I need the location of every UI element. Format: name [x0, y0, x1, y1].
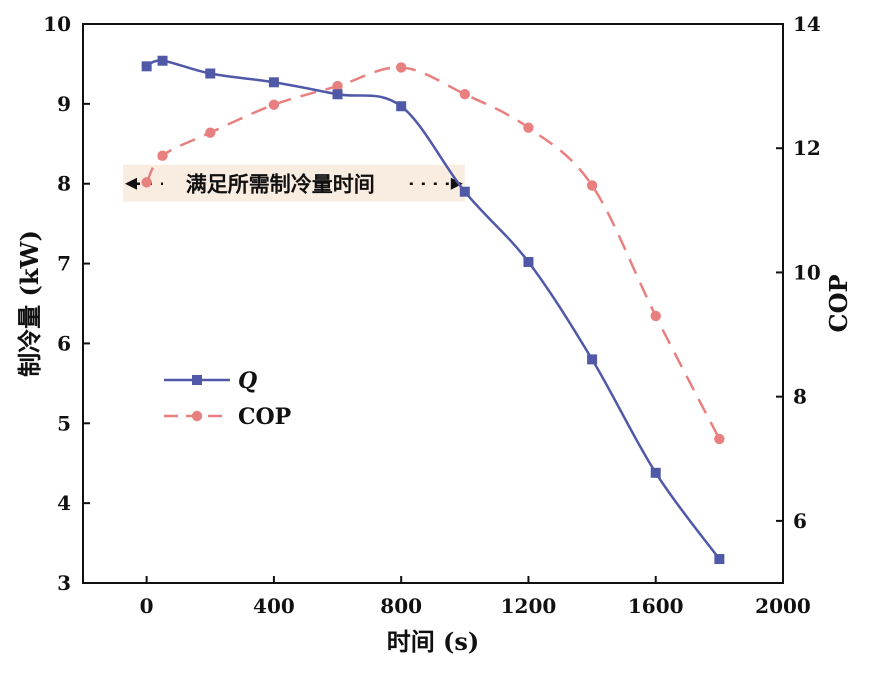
series-q	[141, 55, 725, 565]
legend-cop: COP	[164, 404, 291, 430]
series-cop-point	[650, 310, 661, 322]
annotation-text: 满足所需制冷量时间	[186, 172, 375, 197]
legend-cop-label: COP	[238, 404, 291, 430]
series-cop-point	[459, 88, 471, 100]
legend-q: Q	[164, 368, 257, 394]
series-cop	[141, 62, 725, 445]
series-q-point	[459, 186, 470, 197]
x-tick-label: 1200	[501, 594, 557, 618]
ticks-layer: 0 400 800 1200 1600 2000 3 4 5 6 7 8 9 10 6 8 10 12 14	[43, 12, 821, 618]
left-y-tick-label: 9	[57, 92, 71, 116]
series-q-line	[146, 59, 721, 560]
left-y-axis-title: 制冷量 (kW)	[15, 230, 44, 377]
right-y-tick-label: 10	[793, 260, 821, 284]
series-q-point	[587, 354, 598, 365]
plot-frame	[82, 23, 784, 584]
series-q-point	[205, 68, 216, 79]
series-cop-point	[395, 62, 407, 73]
series-cop-point	[586, 180, 598, 191]
x-tick-label: 800	[380, 594, 422, 618]
x-tick-label: 1600	[628, 594, 684, 618]
left-y-tick-label: 5	[57, 411, 71, 435]
legend-cop-marker	[191, 410, 203, 422]
right-y-tick-label: 14	[793, 12, 821, 36]
left-y-tick-label: 10	[43, 12, 71, 36]
series-cop-point	[141, 177, 152, 188]
series-cop-point	[205, 127, 216, 138]
annotation-arrowhead-right	[450, 177, 463, 190]
series-q-point	[332, 89, 343, 100]
series-q-point	[141, 61, 152, 72]
series-q-point	[714, 554, 725, 565]
series-cop-point	[157, 150, 168, 161]
right-y-tick-label: 12	[793, 136, 821, 160]
annotation-arrowhead-left	[125, 177, 137, 190]
left-y-tick-label: 3	[57, 571, 71, 595]
series-q-point	[268, 77, 279, 88]
annotation-layer: 满足所需制冷量时间	[123, 164, 465, 202]
series-cop-line	[145, 66, 721, 440]
right-y-tick-label: 8	[793, 385, 807, 409]
x-axis-title: 时间 (s)	[387, 627, 480, 656]
left-y-tick-label: 6	[57, 331, 71, 355]
left-y-tick-label: 4	[57, 491, 71, 515]
axes-layer	[82, 23, 784, 584]
left-y-tick-label: 7	[57, 252, 71, 276]
left-y-tick-label: 8	[57, 172, 71, 196]
series-cop-point	[332, 80, 343, 92]
annotation-background	[123, 164, 465, 202]
series-cop-point	[523, 122, 534, 133]
series-q-point	[523, 256, 534, 267]
x-tick-label: 400	[253, 594, 295, 618]
series-q-point	[396, 101, 407, 112]
right-y-axis-title: COP	[824, 274, 853, 332]
series-q-point	[157, 55, 168, 66]
series-layer	[141, 55, 725, 565]
legend: Q COP	[164, 368, 291, 430]
x-tick-label: 2000	[755, 594, 811, 618]
legend-q-label: Q	[238, 368, 257, 394]
legend-q-marker	[192, 375, 202, 385]
series-cop-point	[714, 433, 725, 445]
x-tick-label: 0	[140, 594, 154, 618]
right-y-tick-label: 6	[793, 509, 807, 533]
series-cop-point	[268, 99, 280, 110]
series-q-point	[650, 467, 661, 478]
